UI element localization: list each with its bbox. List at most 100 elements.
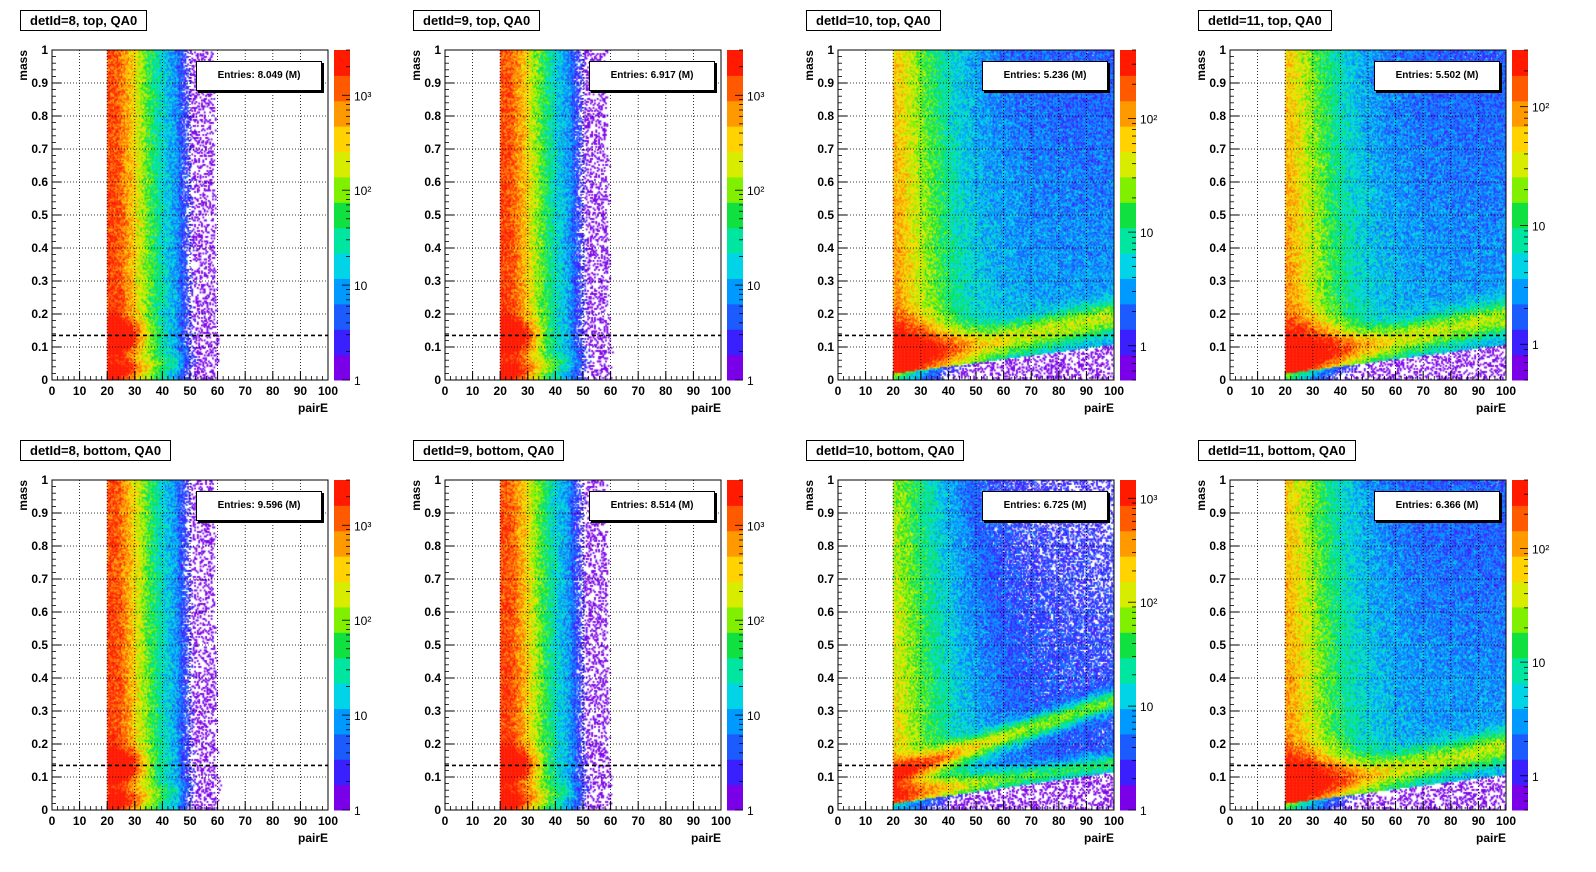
x-tick-label: 20 [887, 384, 901, 398]
histogram-panel: 0 10 20 30 40 50 60 70 80 90 100 0 0.1 0.2 0.3 0.4 0.5 0.… [1178, 0, 1574, 432]
colorbar-segment [1512, 759, 1528, 786]
colorbar-segment [1512, 278, 1528, 305]
colorbar-segment [1512, 480, 1528, 506]
x-tick-label: 80 [659, 814, 673, 828]
x-tick-label: 50 [1361, 814, 1375, 828]
x-tick-label: 80 [266, 384, 280, 398]
colorbar-segment [1512, 556, 1528, 583]
x-tick-label: 60 [604, 814, 618, 828]
y-tick-label: 0.3 [817, 704, 834, 718]
chart-svg: 0 10 20 30 40 50 60 70 80 90 100 0 0.1 0.2 0.3 0.4 0.5 0.… [1194, 43, 1549, 415]
x-tick-label: 50 [576, 814, 590, 828]
colorbar-tick-label: 10³ [354, 519, 371, 533]
x-tick-label: 70 [1417, 384, 1431, 398]
colorbar-tick-label: 10 [747, 709, 761, 723]
x-tick-label: 30 [1306, 384, 1320, 398]
colorbar-segment [334, 329, 350, 356]
y-tick-label: 0.1 [424, 340, 441, 354]
y-axis-label: mass [409, 50, 423, 81]
x-tick-label: 40 [1334, 384, 1348, 398]
y-tick-label: 0.5 [817, 638, 834, 652]
colorbar-tick-label: 10³ [354, 89, 371, 103]
colorbar-segment [334, 581, 350, 608]
y-tick-label: 0.7 [31, 572, 48, 586]
colorbar-tick-label: 10² [354, 184, 371, 198]
x-tick-label: 0 [835, 384, 842, 398]
colorbar-segment [727, 329, 743, 356]
y-tick-label: 1 [41, 473, 48, 487]
colorbar-segment [1512, 354, 1528, 381]
x-axis-label: pairE [1084, 401, 1114, 415]
colorbar-segment [727, 303, 743, 330]
x-tick-label: 60 [604, 384, 618, 398]
y-tick-label: 0.8 [817, 539, 834, 553]
colorbar-tick-label: 10 [747, 279, 761, 293]
colorbar-segment [334, 151, 350, 178]
colorbar-segment [1120, 227, 1136, 254]
colorbar-segment [1120, 657, 1136, 684]
x-tick-label: 100 [318, 814, 338, 828]
x-tick-label: 90 [294, 814, 308, 828]
colorbar-segment [1512, 50, 1528, 76]
colorbar-tick-label: 1 [354, 804, 361, 818]
colorbar-tick-label: 10 [1140, 700, 1154, 714]
y-axis-label: mass [1194, 50, 1208, 81]
x-tick-label: 20 [494, 814, 508, 828]
colorbar-segment [1512, 303, 1528, 330]
entries-box: Entries: 6.725 (M) [982, 491, 1108, 521]
y-tick-label: 0.5 [424, 638, 441, 652]
y-tick-label: 0.1 [817, 340, 834, 354]
x-tick-label: 60 [1389, 384, 1403, 398]
y-tick-label: 0.4 [817, 241, 834, 255]
y-tick-label: 0.3 [424, 704, 441, 718]
y-tick-label: 0 [827, 373, 834, 387]
y-tick-label: 0.9 [424, 76, 441, 90]
colorbar-segment [1120, 100, 1136, 127]
entries-box: Entries: 6.366 (M) [1374, 491, 1500, 521]
x-tick-label: 80 [1052, 384, 1066, 398]
x-tick-label: 80 [1444, 384, 1458, 398]
y-tick-label: 0.3 [817, 274, 834, 288]
x-tick-label: 90 [1080, 384, 1094, 398]
colorbar-segment [727, 253, 743, 279]
colorbar-segment [1120, 176, 1136, 203]
panel-title: detId=10, top, QA0 [806, 10, 941, 31]
colorbar-segment [1120, 530, 1136, 557]
colorbar-tick-label: 1 [747, 374, 754, 388]
y-tick-label: 0.4 [31, 241, 48, 255]
y-tick-label: 0.6 [31, 605, 48, 619]
colorbar-segment [727, 632, 743, 659]
y-tick-label: 0 [434, 803, 441, 817]
y-axis-label: mass [16, 50, 30, 81]
chart-svg: 0 10 20 30 40 50 60 70 80 90 100 0 0.1 0.2 0.3 0.4 0.5 0.… [409, 43, 764, 415]
y-tick-label: 0.8 [1209, 539, 1226, 553]
x-tick-label: 20 [887, 814, 901, 828]
x-tick-label: 90 [1472, 814, 1486, 828]
colorbar-tick-label: 10² [1140, 112, 1157, 126]
y-tick-label: 0.2 [1209, 737, 1226, 751]
x-tick-label: 0 [835, 814, 842, 828]
y-tick-label: 1 [1219, 43, 1226, 57]
colorbar-segment [334, 354, 350, 381]
chart-svg: 0 10 20 30 40 50 60 70 80 90 100 0 0.1 0.2 0.3 0.4 0.5 0.… [802, 43, 1157, 415]
y-tick-label: 0.2 [1209, 307, 1226, 321]
y-tick-label: 0 [41, 373, 48, 387]
colorbar-segment [727, 733, 743, 760]
x-tick-label: 20 [1279, 814, 1293, 828]
colorbar-segment [1512, 505, 1528, 532]
y-tick-label: 0.8 [424, 109, 441, 123]
chart-svg: 0 10 20 30 40 50 60 70 80 90 100 0 0.1 0.2 0.3 0.4 0.5 0.… [409, 473, 764, 845]
colorbar-segment [1120, 75, 1136, 102]
x-tick-label: 70 [239, 814, 253, 828]
y-tick-label: 0.3 [31, 704, 48, 718]
colorbar-segment [1120, 784, 1136, 811]
x-tick-label: 100 [711, 814, 731, 828]
x-tick-label: 90 [1472, 384, 1486, 398]
y-tick-label: 0 [827, 803, 834, 817]
colorbar-tick-label: 10 [1140, 226, 1154, 240]
x-tick-label: 40 [942, 814, 956, 828]
panel-title: detId=8, top, QA0 [20, 10, 148, 31]
colorbar-segment [727, 75, 743, 102]
colorbar-segment [1512, 151, 1528, 178]
colorbar-segment [1120, 733, 1136, 760]
